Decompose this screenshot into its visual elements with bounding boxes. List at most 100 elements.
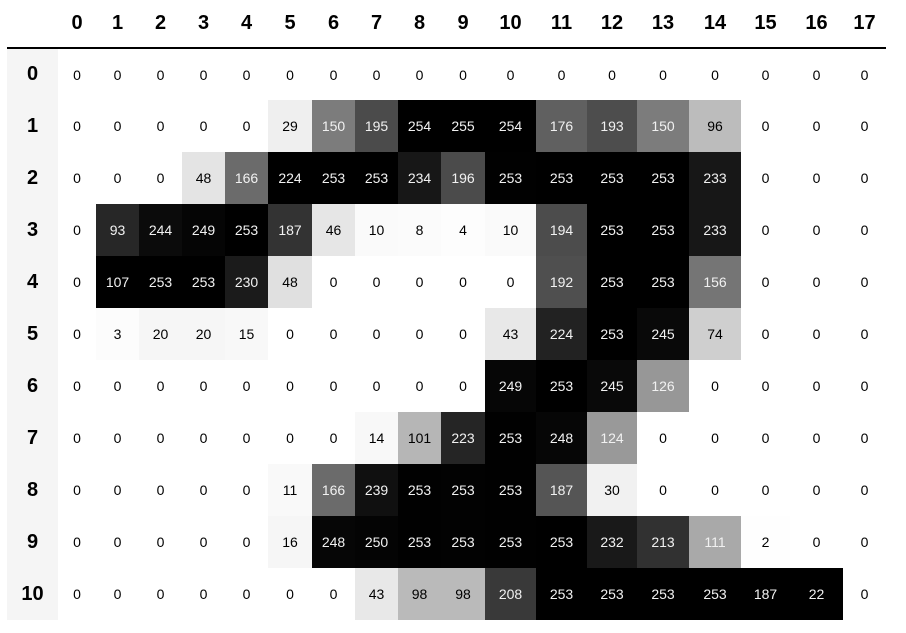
pixel-cell: 0 [139,48,182,100]
pixel-cell: 245 [637,308,689,360]
table-row: 10 0 0 0 0 0 0 0 43 98 98 208 253 253 253 253 187 22 0 [7,568,886,620]
pixel-cell: 0 [182,516,225,568]
table-row: 8 0 0 0 0 0 11 166 239 253 253 253 187 30 0 0 0 0 0 [7,464,886,516]
pixel-cell: 0 [741,464,790,516]
pixel-cell: 0 [225,360,268,412]
pixel-cell: 0 [398,308,441,360]
pixel-cell: 253 [587,204,637,256]
pixel-cell: 0 [312,360,355,412]
pixel-cell: 156 [689,256,741,308]
column-header: 8 [398,0,441,49]
pixel-cell: 253 [139,256,182,308]
pixel-cell: 0 [790,204,843,256]
pixel-cell: 0 [139,360,182,412]
pixel-cell: 0 [843,516,886,568]
pixel-cell: 0 [96,152,139,204]
pixel-cell: 8 [398,204,441,256]
pixel-cell: 223 [441,412,485,464]
pixel-cell: 224 [536,308,587,360]
pixel-cell: 0 [225,48,268,100]
pixel-cell: 0 [741,360,790,412]
pixel-cell: 43 [485,308,536,360]
pixel-cell: 253 [441,464,485,516]
pixel-cell: 0 [58,100,96,152]
pixel-cell: 0 [843,412,886,464]
pixel-cell: 0 [58,360,96,412]
pixel-cell: 230 [225,256,268,308]
pixel-cell: 0 [398,360,441,412]
pixel-cell: 0 [843,100,886,152]
row-index: 8 [7,464,58,516]
table-row: 3 0 93 244 249 253 187 46 10 8 4 10 194 253 253 233 0 0 0 [7,204,886,256]
pixel-cell: 0 [790,360,843,412]
pixel-cell: 0 [58,152,96,204]
pixel-cell: 0 [58,412,96,464]
pixel-cell: 0 [96,568,139,620]
row-index: 2 [7,152,58,204]
pixel-cell: 234 [398,152,441,204]
pixel-cell: 29 [268,100,312,152]
pixel-cell: 254 [485,100,536,152]
pixel-cell: 0 [637,412,689,464]
pixel-cell: 253 [225,204,268,256]
pixel-cell: 254 [398,100,441,152]
pixel-cell: 126 [637,360,689,412]
table-row: 9 0 0 0 0 0 16 248 250 253 253 253 253 232 213 111 2 0 0 [7,516,886,568]
pixel-cell: 0 [225,412,268,464]
pixel-cell: 0 [312,48,355,100]
pixel-cell: 0 [268,568,312,620]
pixel-cell: 20 [139,308,182,360]
pixel-cell: 0 [225,516,268,568]
pixel-cell: 253 [485,516,536,568]
pixel-cell: 111 [689,516,741,568]
pixel-cell: 208 [485,568,536,620]
pixel-cell: 0 [58,516,96,568]
column-header: 15 [741,0,790,49]
pixel-cell: 0 [398,256,441,308]
pixel-cell: 253 [637,256,689,308]
pixel-cell: 0 [58,308,96,360]
pixel-cell: 11 [268,464,312,516]
pixel-cell: 107 [96,256,139,308]
pixel-cell: 187 [536,464,587,516]
pixel-cell: 253 [536,152,587,204]
pixel-cell: 166 [312,464,355,516]
row-index: 4 [7,256,58,308]
column-header: 10 [485,0,536,49]
pixel-cell: 244 [139,204,182,256]
pixel-cell: 0 [355,308,398,360]
pixel-cell: 0 [355,48,398,100]
pixel-cell: 187 [741,568,790,620]
pixel-cell: 0 [536,48,587,100]
row-index: 7 [7,412,58,464]
pixel-cell: 96 [689,100,741,152]
pixel-cell: 0 [485,48,536,100]
pixel-cell: 150 [312,100,355,152]
row-index: 9 [7,516,58,568]
pixel-cell: 0 [58,204,96,256]
pixel-cell: 150 [637,100,689,152]
pixel-cell: 22 [790,568,843,620]
row-index: 1 [7,100,58,152]
header-row: 0 1 2 3 4 5 6 7 8 9 10 11 12 13 14 15 16 17 [7,0,886,49]
pixel-cell: 253 [312,152,355,204]
pixel-cell: 253 [689,568,741,620]
pixel-cell: 0 [182,568,225,620]
pixel-cell: 48 [182,152,225,204]
table-row: 4 0 107 253 253 230 48 0 0 0 0 0 192 253 253 156 0 0 0 [7,256,886,308]
pixel-cell: 0 [182,464,225,516]
row-index: 6 [7,360,58,412]
pixel-cell: 10 [485,204,536,256]
pixel-cell: 0 [96,412,139,464]
pixel-cell: 224 [268,152,312,204]
pixel-cell: 124 [587,412,637,464]
column-header: 6 [312,0,355,49]
pixel-cell: 0 [843,568,886,620]
pixel-cell: 193 [587,100,637,152]
pixel-cell: 0 [790,152,843,204]
table-row: 1 0 0 0 0 0 29 150 195 254 255 254 176 193 150 96 0 0 0 [7,100,886,152]
pixel-cell: 253 [637,152,689,204]
pixel-cell: 248 [312,516,355,568]
pixel-cell: 0 [96,516,139,568]
